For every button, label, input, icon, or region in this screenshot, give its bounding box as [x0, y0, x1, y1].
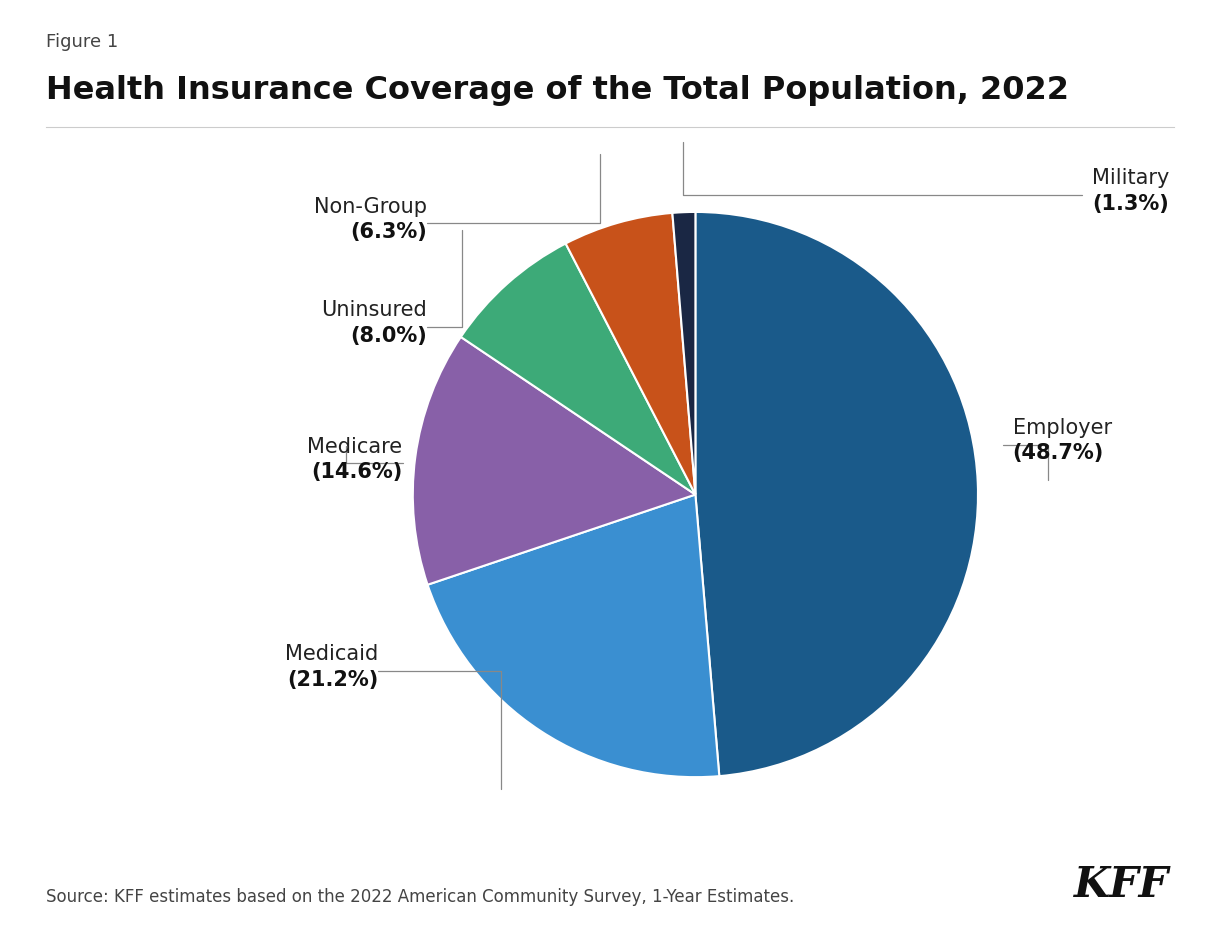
Text: (14.6%): (14.6%) [311, 463, 403, 482]
Text: Military: Military [1092, 169, 1169, 188]
Text: (21.2%): (21.2%) [287, 670, 378, 690]
Wedge shape [566, 213, 695, 495]
Text: Employer: Employer [1013, 418, 1111, 438]
Text: (8.0%): (8.0%) [350, 326, 427, 346]
Wedge shape [695, 212, 978, 776]
Text: Medicaid: Medicaid [285, 644, 378, 664]
Text: Figure 1: Figure 1 [46, 33, 118, 51]
Wedge shape [461, 243, 695, 495]
Text: Health Insurance Coverage of the Total Population, 2022: Health Insurance Coverage of the Total P… [46, 75, 1070, 106]
Wedge shape [427, 495, 720, 777]
Text: (1.3%): (1.3%) [1092, 194, 1169, 214]
Text: Non-Group: Non-Group [314, 197, 427, 217]
Text: Uninsured: Uninsured [321, 300, 427, 320]
Wedge shape [672, 212, 695, 495]
Text: (6.3%): (6.3%) [350, 222, 427, 242]
Wedge shape [412, 337, 695, 585]
Text: Source: KFF estimates based on the 2022 American Community Survey, 1-Year Estima: Source: KFF estimates based on the 2022 … [46, 888, 794, 906]
Text: (48.7%): (48.7%) [1013, 444, 1104, 463]
Text: Medicare: Medicare [307, 437, 403, 457]
Text: KFF: KFF [1074, 864, 1169, 906]
